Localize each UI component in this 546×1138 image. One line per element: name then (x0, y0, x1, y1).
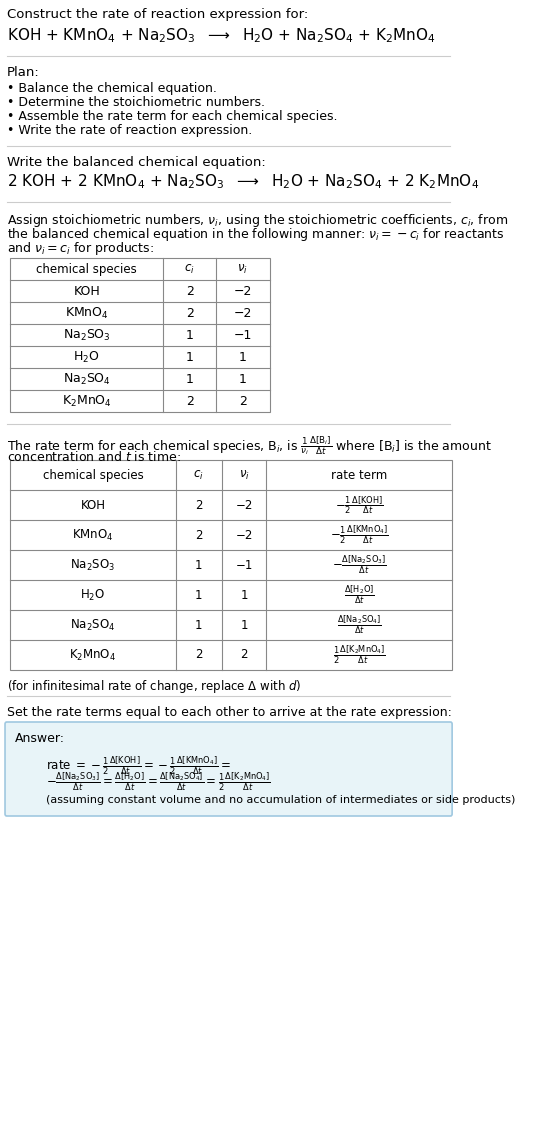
Text: $\nu_i$: $\nu_i$ (239, 469, 250, 481)
Text: −2: −2 (234, 284, 252, 297)
Text: 2: 2 (186, 395, 194, 407)
Text: the balanced chemical equation in the following manner: $\nu_i = -c_i$ for react: the balanced chemical equation in the fo… (7, 226, 504, 244)
Text: 1: 1 (186, 351, 194, 363)
Text: • Assemble the rate term for each chemical species.: • Assemble the rate term for each chemic… (7, 110, 337, 123)
Text: −2: −2 (235, 528, 253, 542)
Text: rate $= -\frac{1}{2}\frac{\Delta[\mathrm{KOH}]}{\Delta t} = -\frac{1}{2}\frac{\D: rate $= -\frac{1}{2}\frac{\Delta[\mathrm… (46, 754, 231, 777)
Text: $\frac{\Delta[\mathrm{Na_2SO_4}]}{\Delta t}$: $\frac{\Delta[\mathrm{Na_2SO_4}]}{\Delta… (337, 613, 382, 636)
Text: 1: 1 (195, 588, 203, 602)
Text: • Determine the stoichiometric numbers.: • Determine the stoichiometric numbers. (7, 96, 265, 109)
Bar (10, 258, 270, 412)
Text: 2 KOH + 2 KMnO$_4$ + Na$_2$SO$_3$  $\longrightarrow$  H$_2$O + Na$_2$SO$_4$ + 2 : 2 KOH + 2 KMnO$_4$ + Na$_2$SO$_3$ $\long… (7, 172, 479, 191)
Text: −2: −2 (235, 498, 253, 511)
Bar (10, 460, 452, 670)
Text: 2: 2 (186, 306, 194, 320)
Text: 1: 1 (195, 618, 203, 632)
Text: $-\frac{\Delta[\mathrm{Na_2SO_3}]}{\Delta t} = \frac{\Delta[\mathrm{H_2O}]}{\Del: $-\frac{\Delta[\mathrm{Na_2SO_3}]}{\Delt… (46, 770, 271, 793)
Text: $c_i$: $c_i$ (185, 263, 195, 275)
Text: and $\nu_i = c_i$ for products:: and $\nu_i = c_i$ for products: (7, 240, 153, 257)
Text: 1: 1 (239, 372, 247, 386)
Text: Set the rate terms equal to each other to arrive at the rate expression:: Set the rate terms equal to each other t… (7, 706, 452, 719)
Text: 2: 2 (195, 649, 203, 661)
Text: (assuming constant volume and no accumulation of intermediates or side products): (assuming constant volume and no accumul… (46, 795, 515, 805)
Text: $c_i$: $c_i$ (193, 469, 204, 481)
Text: 1: 1 (240, 618, 248, 632)
Text: H$_2$O: H$_2$O (73, 349, 100, 364)
Text: concentration and $t$ is time:: concentration and $t$ is time: (7, 450, 181, 464)
Text: KOH: KOH (73, 284, 100, 297)
Text: $\frac{\Delta[\mathrm{H_2O}]}{\Delta t}$: $\frac{\Delta[\mathrm{H_2O}]}{\Delta t}$ (344, 584, 375, 607)
Text: Answer:: Answer: (15, 732, 65, 745)
Text: 2: 2 (240, 649, 248, 661)
Text: 1: 1 (195, 559, 203, 571)
Text: The rate term for each chemical species, B$_i$, is $\frac{1}{\nu_i}\frac{\Delta[: The rate term for each chemical species,… (7, 434, 491, 456)
Text: 1: 1 (186, 372, 194, 386)
Text: • Write the rate of reaction expression.: • Write the rate of reaction expression. (7, 124, 252, 137)
Text: $-\frac{\Delta[\mathrm{Na_2SO_3}]}{\Delta t}$: $-\frac{\Delta[\mathrm{Na_2SO_3}]}{\Delt… (332, 554, 387, 576)
Text: 2: 2 (239, 395, 247, 407)
Text: 1: 1 (239, 351, 247, 363)
FancyBboxPatch shape (5, 721, 452, 816)
Text: −1: −1 (234, 329, 252, 341)
Text: $-\frac{1}{2}\frac{\Delta[\mathrm{KMnO_4}]}{\Delta t}$: $-\frac{1}{2}\frac{\Delta[\mathrm{KMnO_4… (330, 523, 389, 546)
Text: −2: −2 (234, 306, 252, 320)
Text: 2: 2 (195, 528, 203, 542)
Text: Na$_2$SO$_4$: Na$_2$SO$_4$ (63, 371, 111, 387)
Text: $-\frac{1}{2}\frac{\Delta[\mathrm{KOH}]}{\Delta t}$: $-\frac{1}{2}\frac{\Delta[\mathrm{KOH}]}… (335, 494, 383, 516)
Text: K$_2$MnO$_4$: K$_2$MnO$_4$ (69, 648, 116, 662)
Text: Na$_2$SO$_3$: Na$_2$SO$_3$ (63, 328, 111, 343)
Text: −1: −1 (235, 559, 253, 571)
Text: chemical species: chemical species (43, 469, 143, 481)
Text: • Balance the chemical equation.: • Balance the chemical equation. (7, 82, 217, 94)
Text: chemical species: chemical species (36, 263, 137, 275)
Text: (for infinitesimal rate of change, replace Δ with $d$): (for infinitesimal rate of change, repla… (7, 678, 301, 695)
Text: $\frac{1}{2}\frac{\Delta[\mathrm{K_2MnO_4}]}{\Delta t}$: $\frac{1}{2}\frac{\Delta[\mathrm{K_2MnO_… (333, 644, 385, 666)
Text: Write the balanced chemical equation:: Write the balanced chemical equation: (7, 156, 265, 170)
Text: K$_2$MnO$_4$: K$_2$MnO$_4$ (62, 394, 111, 409)
Text: Plan:: Plan: (7, 66, 39, 79)
Text: 1: 1 (186, 329, 194, 341)
Text: KMnO$_4$: KMnO$_4$ (72, 527, 114, 543)
Text: 2: 2 (195, 498, 203, 511)
Text: Construct the rate of reaction expression for:: Construct the rate of reaction expressio… (7, 8, 308, 20)
Text: H$_2$O: H$_2$O (80, 587, 105, 602)
Text: KOH: KOH (80, 498, 105, 511)
Text: rate term: rate term (331, 469, 387, 481)
Text: KMnO$_4$: KMnO$_4$ (65, 305, 109, 321)
Text: 1: 1 (240, 588, 248, 602)
Text: KOH + KMnO$_4$ + Na$_2$SO$_3$  $\longrightarrow$  H$_2$O + Na$_2$SO$_4$ + K$_2$M: KOH + KMnO$_4$ + Na$_2$SO$_3$ $\longrigh… (7, 26, 435, 44)
Text: $\nu_i$: $\nu_i$ (238, 263, 248, 275)
Text: Assign stoichiometric numbers, $\nu_i$, using the stoichiometric coefficients, $: Assign stoichiometric numbers, $\nu_i$, … (7, 212, 508, 229)
Text: Na$_2$SO$_4$: Na$_2$SO$_4$ (70, 618, 116, 633)
Text: 2: 2 (186, 284, 194, 297)
Text: Na$_2$SO$_3$: Na$_2$SO$_3$ (70, 558, 115, 572)
